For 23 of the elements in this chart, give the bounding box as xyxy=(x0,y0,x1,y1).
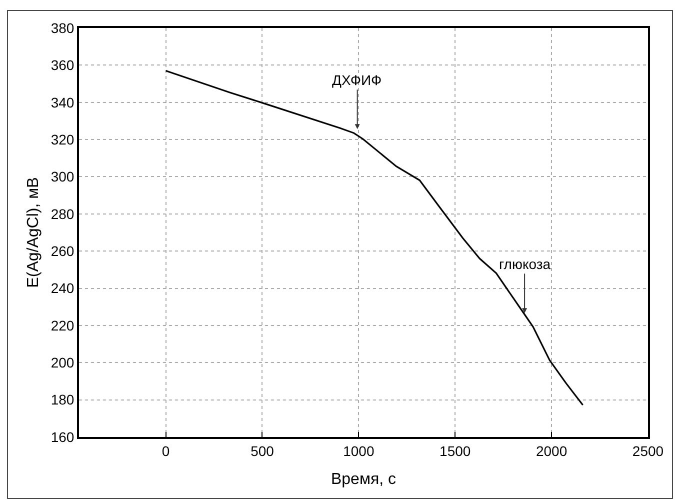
x-tick-label: 1000 xyxy=(343,442,374,459)
y-tick-label: 360 xyxy=(50,57,74,74)
annotation: ДХФИФ xyxy=(332,72,382,88)
y-tick-label: 240 xyxy=(50,280,74,296)
y-tick-label: 380 xyxy=(50,20,74,36)
y-tick-label: 340 xyxy=(50,94,74,110)
y-tick-label: 160 xyxy=(50,428,74,445)
annotation: глюкоза xyxy=(499,256,551,272)
y-axis-title: E(Ag/AgCl), мВ xyxy=(25,177,42,288)
x-tick-label: 2500 xyxy=(632,442,664,459)
line-series xyxy=(165,70,584,406)
x-tick-label: 500 xyxy=(250,442,274,459)
y-tick-label: 260 xyxy=(50,242,74,259)
x-tick-label: 2000 xyxy=(536,442,568,459)
x-axis-title: Время, с xyxy=(330,471,396,488)
y-tick-label: 200 xyxy=(50,354,74,371)
y-tick-label: 280 xyxy=(50,206,74,222)
y-tick-label: 220 xyxy=(50,317,74,334)
y-tick-label: 300 xyxy=(50,168,74,185)
y-tick-label: 180 xyxy=(50,392,74,408)
x-tick-label: 1500 xyxy=(440,442,471,459)
x-tick-label: 0 xyxy=(162,442,170,459)
y-tick-label: 320 xyxy=(50,131,74,148)
